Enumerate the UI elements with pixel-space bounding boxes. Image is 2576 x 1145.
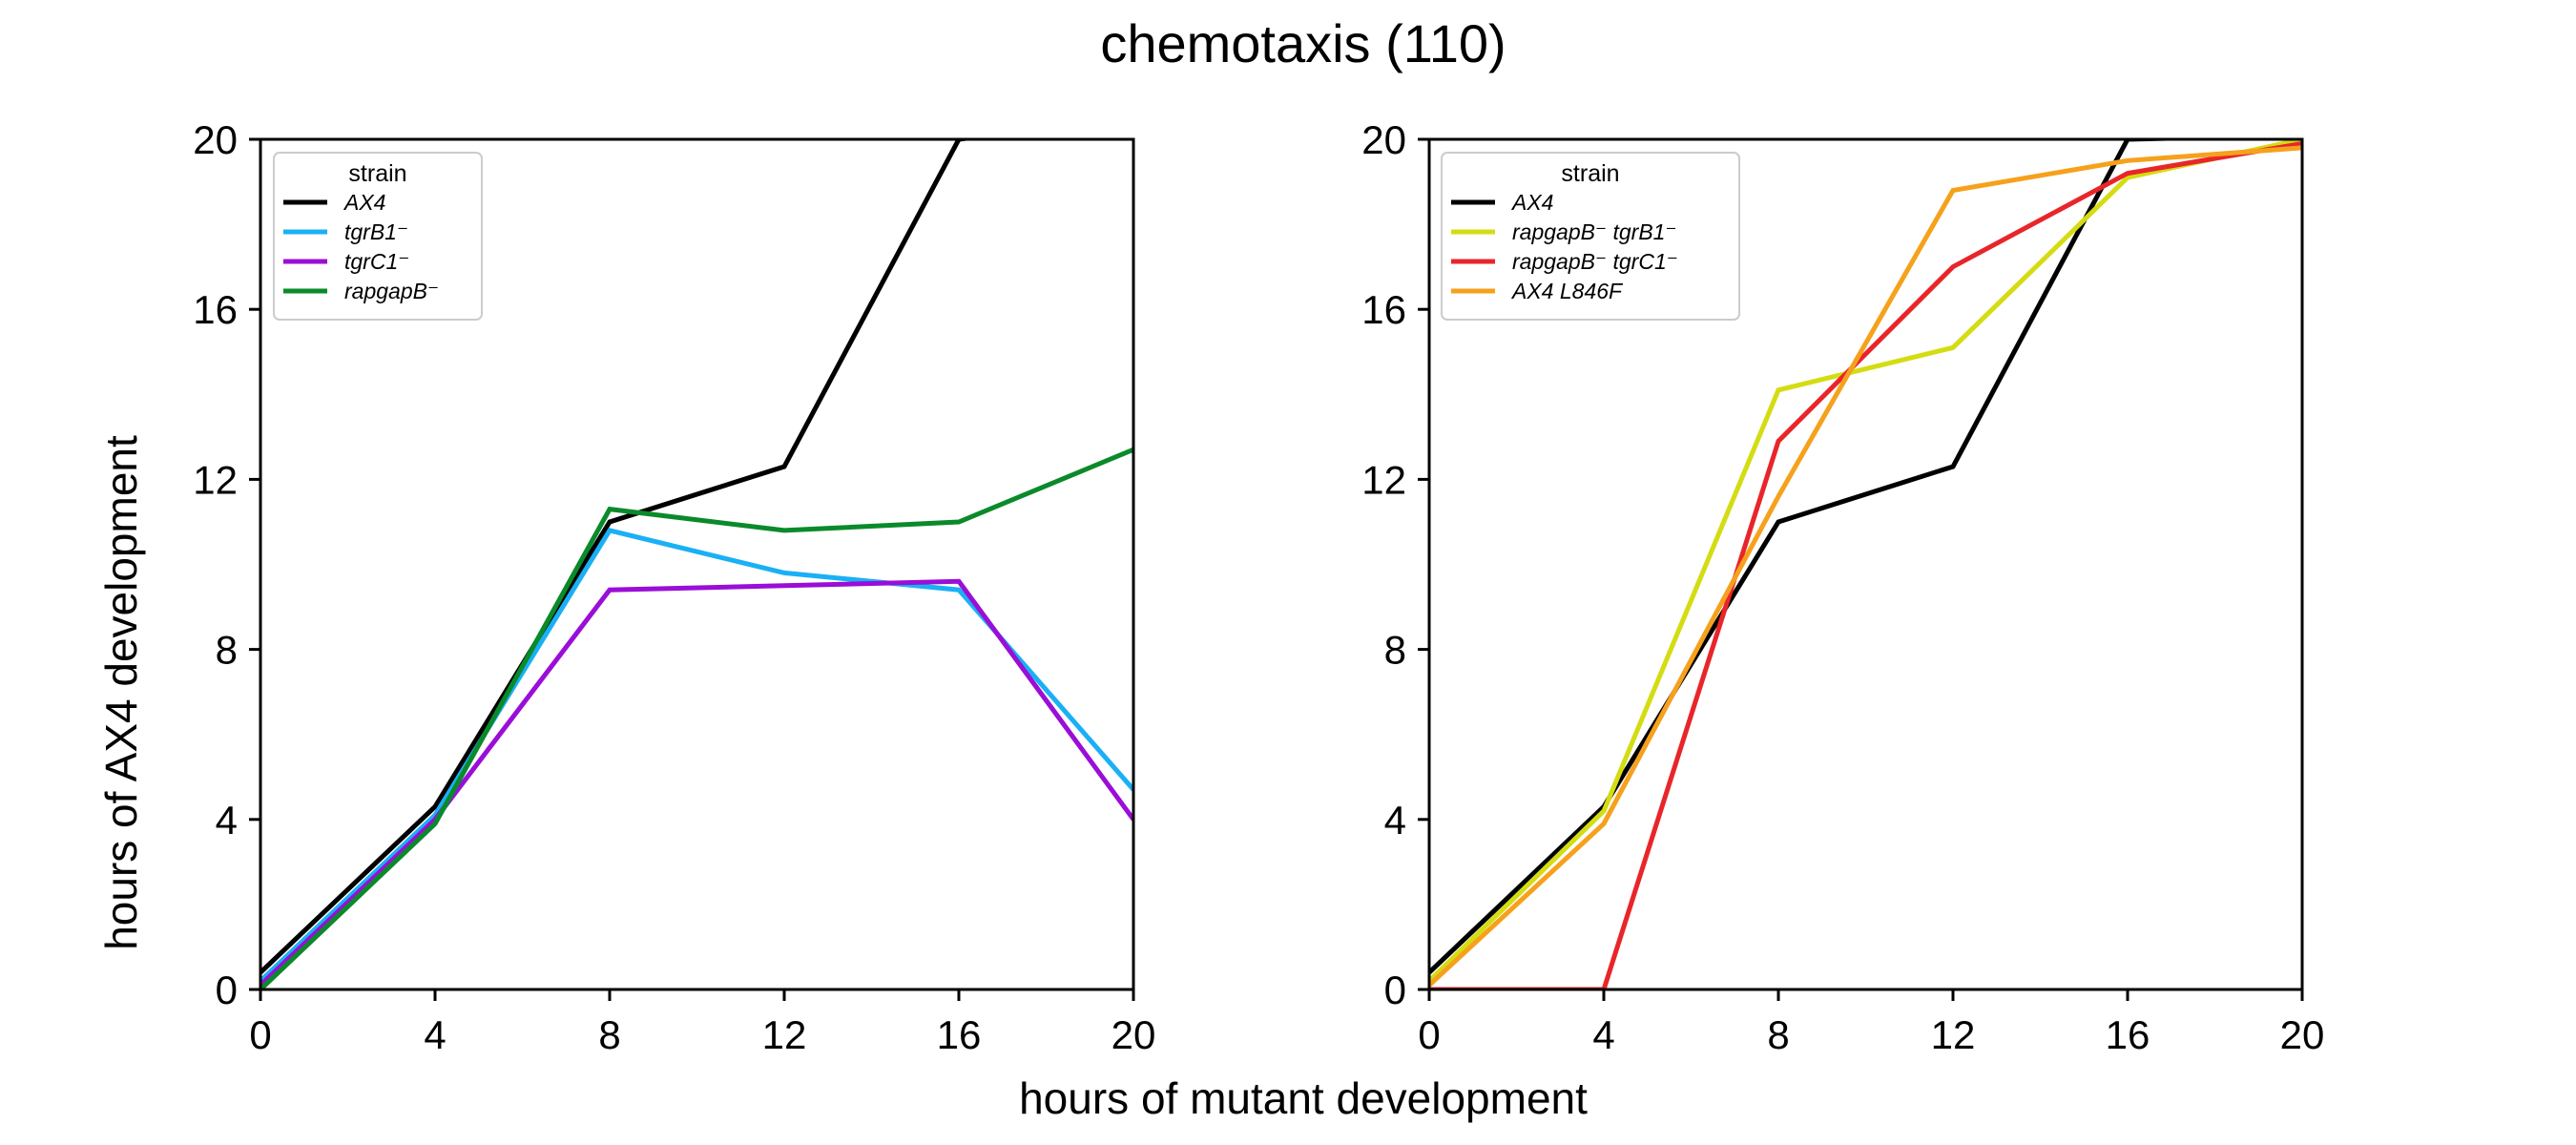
- y-tick-label: 4: [216, 798, 238, 843]
- y-tick-label: 4: [1384, 798, 1406, 843]
- x-tick-label: 4: [424, 1012, 446, 1057]
- legend-label-2: tgrC1⁻: [344, 249, 409, 274]
- x-tick-label: 0: [1418, 1012, 1440, 1057]
- x-tick-label: 12: [1931, 1012, 1976, 1057]
- y-tick-label: 8: [1384, 628, 1406, 673]
- legend: strain AX4 rapgapB⁻ tgrB1⁻ rapgapB⁻ tgrC1⁻ A…: [1441, 152, 1740, 321]
- figure-title: chemotaxis (110): [1100, 13, 1506, 73]
- series-line-2: [1429, 141, 2302, 989]
- y-tick-label: 0: [1384, 968, 1406, 1012]
- axes-frame: [259, 137, 1135, 991]
- axes-frame: [1427, 137, 2304, 991]
- legend-label-0: AX4: [343, 190, 385, 215]
- y-tick-label: 8: [216, 628, 238, 673]
- y-tick-label: 16: [1361, 287, 1406, 332]
- legend-box: [1441, 152, 1740, 321]
- legend-label-0: AX4: [1510, 190, 1553, 215]
- series-group: [1429, 139, 2302, 989]
- x-tick-label: 4: [1592, 1012, 1614, 1057]
- x-tick-label: 16: [2106, 1012, 2150, 1057]
- legend-box: [273, 152, 483, 321]
- x-tick-label: 8: [1767, 1012, 1789, 1057]
- legend-label-3: rapgapB⁻: [344, 279, 439, 303]
- legend-title: strain: [348, 160, 406, 187]
- x-tick-label: 0: [249, 1012, 271, 1057]
- y-tick-label: 16: [193, 287, 238, 332]
- legend: strain AX4 tgrB1⁻ tgrC1⁻ rapgapB⁻: [273, 152, 483, 321]
- x-tick-label: 16: [937, 1012, 982, 1057]
- right-panel: 0 4 8 12 16 20 0 4 8 12 16 20 strain AX4 rapgapB⁻ tgrB…: [1361, 117, 2324, 1057]
- y-tick-label: 12: [193, 457, 238, 502]
- y-tick-label: 20: [1361, 117, 1406, 162]
- legend-label-1: rapgapB⁻ tgrB1⁻: [1512, 219, 1677, 244]
- x-tick-label: 12: [762, 1012, 807, 1057]
- legend-label-2: rapgapB⁻ tgrC1⁻: [1512, 249, 1678, 274]
- series-line-0: [260, 139, 979, 975]
- y-tick-label: 12: [1361, 457, 1406, 502]
- x-tick-label: 8: [598, 1012, 620, 1057]
- legend-label-1: tgrB1⁻: [344, 219, 408, 244]
- legend-title: strain: [1561, 160, 1619, 187]
- series-line-3: [260, 447, 1133, 989]
- legend-label-3: AX4 L846F: [1510, 279, 1624, 303]
- series-line-0: [1429, 139, 2225, 975]
- x-tick-label: 20: [2280, 1012, 2325, 1057]
- y-axis-title: hours of AX4 development: [96, 435, 146, 950]
- y-tick-label: 20: [193, 117, 238, 162]
- x-tick-label: 20: [1111, 1012, 1156, 1057]
- series-line-3: [1429, 145, 2302, 988]
- series-group: [260, 139, 1133, 989]
- series-line-2: [260, 578, 1133, 988]
- x-axis-title: hours of mutant development: [1019, 1073, 1588, 1123]
- y-tick-label: 0: [216, 968, 238, 1012]
- left-panel: 0 4 8 12 16 20 0 4 8 12 16 20 strain AX4 tgrB1⁻ tgrC1⁻ r…: [193, 117, 1155, 1057]
- series-line-1: [1429, 139, 2302, 983]
